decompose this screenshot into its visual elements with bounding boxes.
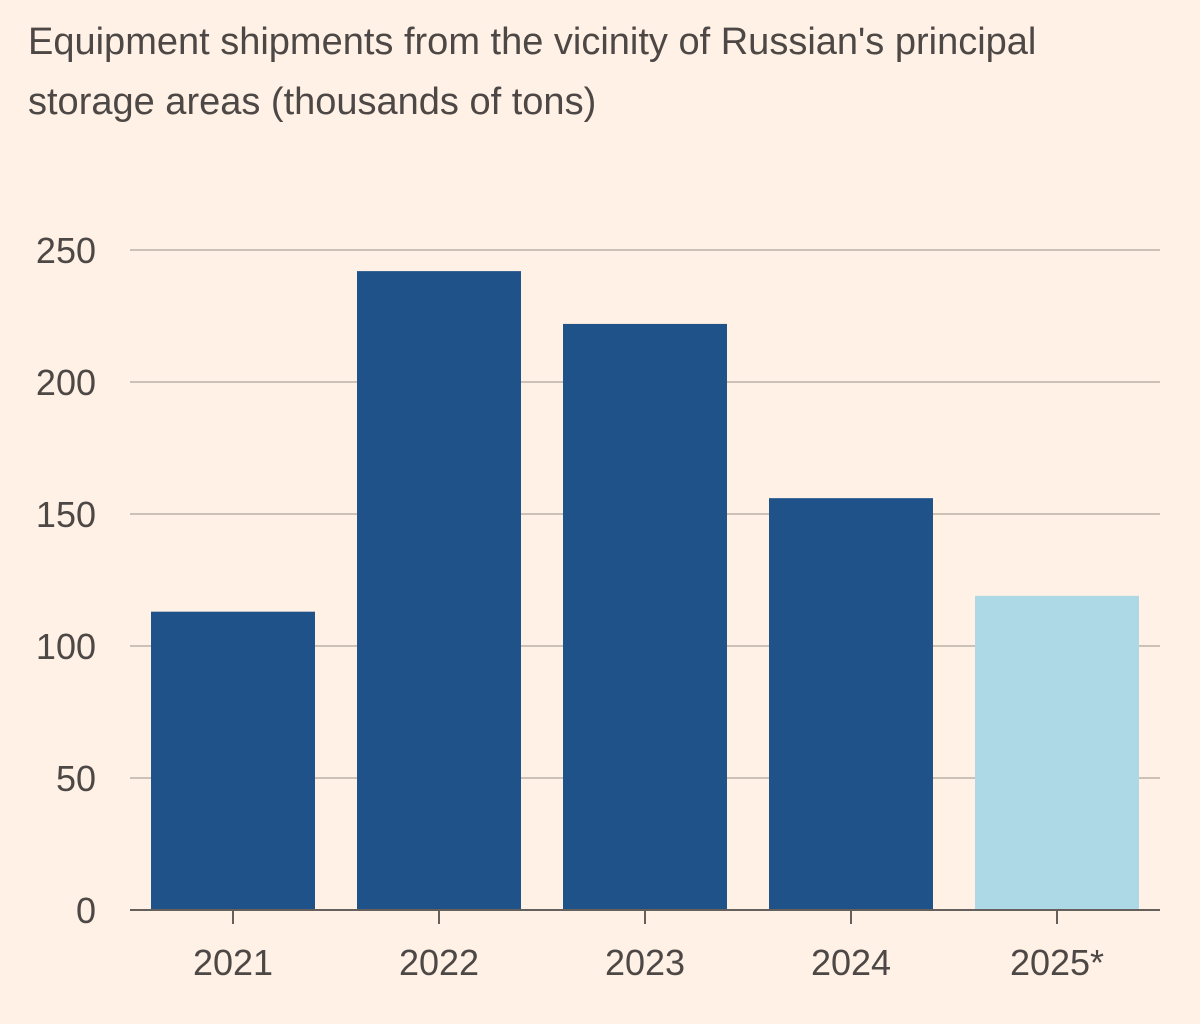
bar-2022 — [357, 271, 521, 910]
chart-title: Equipment shipments from the vicinity of… — [28, 21, 1037, 123]
y-tick-label: 100 — [36, 626, 96, 667]
bars — [151, 271, 1139, 910]
y-tick-label: 150 — [36, 494, 96, 535]
bar-2021 — [151, 611, 315, 910]
bar-2024 — [769, 498, 933, 910]
x-tick-label: 2025* — [1010, 942, 1104, 983]
y-tick-label: 50 — [56, 758, 96, 799]
bar-2025 — [975, 595, 1139, 910]
x-tick-label: 2021 — [193, 942, 273, 983]
bar-2023 — [563, 323, 727, 910]
x-tick-label: 2024 — [811, 942, 891, 983]
x-tick-label: 2023 — [605, 942, 685, 983]
y-tick-label: 250 — [36, 230, 96, 271]
y-tick-label: 0 — [76, 890, 96, 931]
y-axis-ticks: 0 50 100 150 200 250 — [36, 230, 96, 931]
y-tick-label: 200 — [36, 362, 96, 403]
x-axis-ticks: 2021 2022 2023 2024 2025* — [193, 942, 1104, 983]
x-tick-label: 2022 — [399, 942, 479, 983]
x-axis — [130, 909, 1160, 924]
